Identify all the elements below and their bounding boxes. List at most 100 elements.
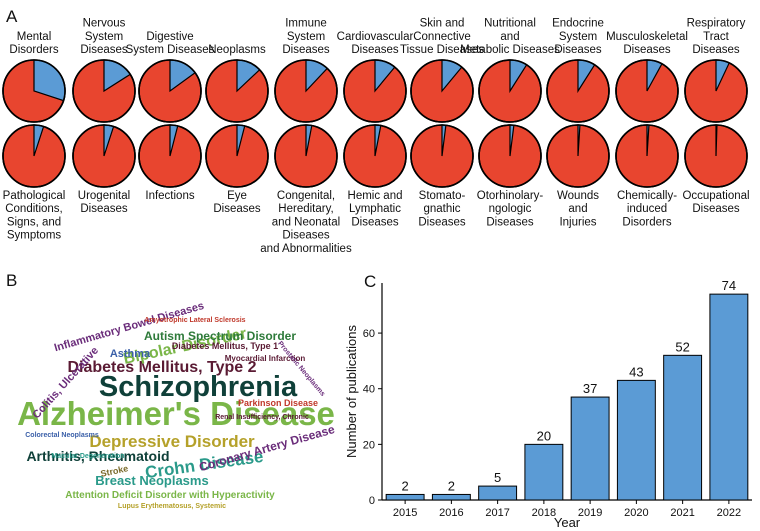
pie-outline xyxy=(546,59,610,123)
bar-value-label: 74 xyxy=(722,278,736,293)
pie-label: Diseases xyxy=(80,203,128,215)
y-tick-label: 0 xyxy=(369,495,375,507)
pie-label: Mental xyxy=(17,31,52,43)
word-cloud-term: Macular Degeneration xyxy=(51,453,124,460)
pie-outline xyxy=(274,124,338,188)
pie-label: Diseases xyxy=(80,44,128,56)
pie-label: Chemically- xyxy=(617,190,677,202)
pie-label: Disorders xyxy=(622,216,671,228)
word-cloud-term: Breast Neoplasms xyxy=(95,473,208,488)
pie-label: Diseases xyxy=(692,44,740,56)
y-tick-label: 40 xyxy=(363,384,375,396)
pie-label: Nutritional xyxy=(484,18,536,30)
word-cloud-term: Attention Deficit Disorder with Hyperact… xyxy=(65,490,275,501)
pie-outline xyxy=(72,124,136,188)
pie-label: Lymphatic xyxy=(349,203,401,215)
pie-outline xyxy=(2,124,66,188)
bar-value-label: 20 xyxy=(537,428,551,443)
pie-label: Diseases xyxy=(692,203,740,215)
x-tick-label: 2019 xyxy=(578,507,602,519)
pie-label: Digestive xyxy=(146,31,193,43)
bar-value-label: 52 xyxy=(675,339,689,354)
word-cloud-term: Diabetes Mellitus, Type 1 xyxy=(172,341,278,351)
x-axis-title: Year xyxy=(554,515,581,530)
bar xyxy=(663,354,703,501)
pie-label: System xyxy=(559,31,597,43)
y-tick-label: 60 xyxy=(363,328,375,340)
bar xyxy=(570,396,610,501)
pie-outline xyxy=(205,59,269,123)
x-tick-label: 2016 xyxy=(439,507,463,519)
y-axis-title: Number of publications xyxy=(344,325,359,458)
bar-value-label: 37 xyxy=(583,381,597,396)
pie-label: Wounds xyxy=(557,190,599,202)
pie-outline xyxy=(410,59,474,123)
word-cloud-term: Arthritis, Rheumatoid xyxy=(26,448,169,464)
bar-value-label: 43 xyxy=(629,364,643,379)
bar xyxy=(385,493,425,501)
word-cloud-term: Depressive Disorder xyxy=(89,432,255,451)
pie-outline xyxy=(546,124,610,188)
word-cloud-term: Myocardial Infarction xyxy=(225,354,306,363)
pie-label: Diseases xyxy=(351,216,399,228)
panel-label-a: A xyxy=(6,7,18,26)
pie-outline xyxy=(2,59,66,123)
pie-outline xyxy=(138,59,202,123)
pie-label: Musculoskeletal xyxy=(606,31,688,43)
pie-label: Diseases xyxy=(486,216,534,228)
bar-chart: 0 20 40 60 2 2015 2 2016 5 2017 20 2018 37 2019 43 2020… xyxy=(344,278,752,530)
pie-label: induced xyxy=(627,203,667,215)
bar-value-label: 5 xyxy=(494,470,501,485)
pie-outline xyxy=(343,59,407,123)
pie-grid: MentalDisordersNervousSystemDiseasesDige… xyxy=(2,18,750,255)
bar-value-label: 2 xyxy=(448,478,455,493)
pie-label: Urogenital xyxy=(78,190,130,202)
pie-outline xyxy=(478,59,542,123)
pie-label: Diseases xyxy=(351,44,399,56)
pie-label: Respiratory xyxy=(687,18,746,30)
x-tick-label: 2021 xyxy=(670,507,694,519)
pie-label: Conditions, xyxy=(5,203,63,215)
word-cloud-term: Parkinson Disease xyxy=(238,398,318,408)
pie-label: and xyxy=(568,203,587,215)
pie-label: Diseases xyxy=(623,44,671,56)
pie-outline xyxy=(72,59,136,123)
x-tick-label: 2015 xyxy=(393,507,417,519)
pie-label: Cardiovascular xyxy=(337,31,414,43)
pie-label: Diseases xyxy=(418,216,466,228)
y-tick-label: 20 xyxy=(363,439,375,451)
pie-label: Skin and xyxy=(420,18,465,30)
word-cloud-term: Schizophrenia xyxy=(99,371,298,403)
pie-label: System xyxy=(85,31,123,43)
pie-label: Immune xyxy=(285,18,327,30)
pie-outline xyxy=(615,124,679,188)
pie-label: Endocrine xyxy=(552,18,604,30)
pie-label: Eye xyxy=(227,190,247,202)
pie-outline xyxy=(478,124,542,188)
pie-label: Diseases xyxy=(213,203,261,215)
panel-label-b: B xyxy=(6,271,17,290)
pie-outline xyxy=(138,124,202,188)
bar xyxy=(524,443,564,501)
bar xyxy=(709,293,749,501)
pie-label: Hereditary, xyxy=(278,203,333,215)
x-tick-label: 2017 xyxy=(485,507,509,519)
pie-outline xyxy=(274,59,338,123)
pie-label: Stomato- xyxy=(419,190,466,202)
word-cloud-term: Lupus Erythematosus, Systemic xyxy=(118,503,226,510)
pie-label: Diseases xyxy=(282,44,330,56)
bar-value-label: 2 xyxy=(402,478,409,493)
pie-outline xyxy=(343,124,407,188)
pie-outline xyxy=(205,124,269,188)
pie-label: Signs, and xyxy=(7,216,61,228)
pie-label: gnathic xyxy=(423,203,460,215)
word-cloud-term: Amyotrophic Lateral Sclerosis xyxy=(144,317,245,324)
pie-label: Disorders xyxy=(9,44,58,56)
pie-label: Hemic and xyxy=(348,190,403,202)
pie-label: Neoplasms xyxy=(208,44,266,56)
pie-label: Metabolic Diseases xyxy=(460,44,560,56)
pie-outline xyxy=(410,124,474,188)
bar xyxy=(478,485,518,501)
pie-label: and xyxy=(500,31,519,43)
